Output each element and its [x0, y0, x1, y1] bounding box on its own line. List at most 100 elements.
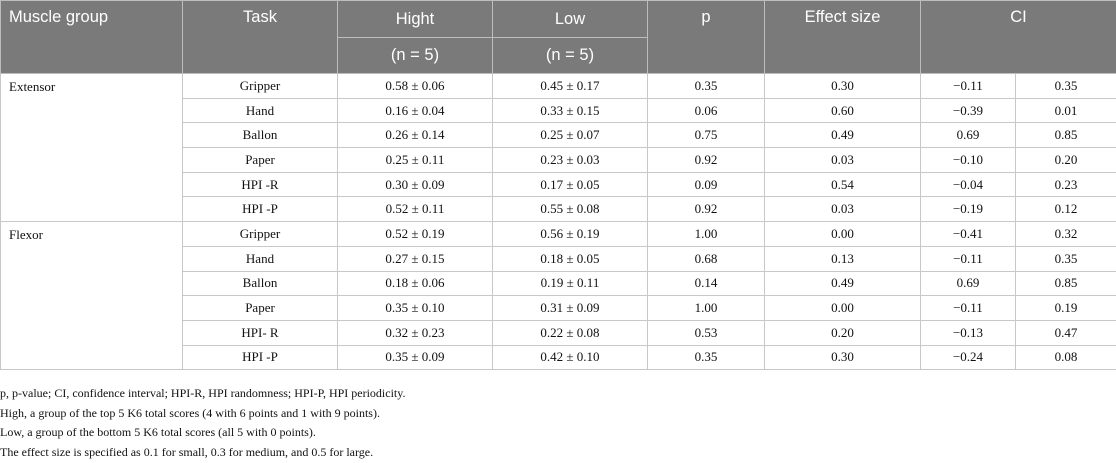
cell-ci-upper: 0.32	[1015, 221, 1116, 247]
cell-task: Paper	[182, 295, 338, 321]
cell-muscle-group: Extensor	[0, 72, 183, 223]
results-table: Muscle group Task Hight Low p Effect siz…	[0, 0, 1116, 371]
table-row: HPI- R 0.32 ± 0.23 0.22 ± 0.08 0.53 0.20 −0.1…	[1, 320, 1116, 346]
cell-ci-lower: −0.39	[920, 98, 1016, 124]
cell-ci-lower: −0.19	[920, 196, 1016, 223]
cell-ci-upper: 0.12	[1015, 196, 1116, 223]
table-row: Paper 0.35 ± 0.10 0.31 ± 0.09 1.00 0.00 −0.11…	[1, 295, 1116, 321]
cell-ci-upper: 0.85	[1015, 122, 1116, 149]
table-header: Muscle group Task Hight Low p Effect siz…	[0, 0, 1116, 74]
header-task: Task	[182, 0, 338, 74]
cell-high: 0.35 ± 0.09	[337, 345, 493, 371]
header-muscle-group: Muscle group	[0, 0, 183, 74]
cell-p: 1.00	[647, 295, 765, 321]
table-row: Hand 0.27 ± 0.15 0.18 ± 0.05 0.68 0.13 −0.11 0…	[1, 246, 1116, 272]
header-low: Low	[492, 0, 648, 38]
cell-task: HPI- R	[182, 320, 338, 346]
cell-ci-upper: 0.01	[1015, 98, 1116, 124]
footnote: p, p-value; CI, confidence interval; HPI…	[0, 386, 406, 400]
table-row: Ballon 0.26 ± 0.14 0.25 ± 0.07 0.75 0.49 0.69…	[1, 122, 1116, 149]
cell-low: 0.56 ± 0.19	[492, 221, 648, 247]
cell-ci-lower: −0.41	[920, 221, 1016, 247]
cell-task: Gripper	[182, 73, 338, 99]
cell-ci-upper: 0.35	[1015, 246, 1116, 272]
cell-effect-size: 0.03	[764, 196, 921, 223]
table-row: Extensor Gripper 0.58 ± 0.06 0.45 ± 0.17 0.3…	[0, 72, 1116, 223]
cell-ci-upper: 0.23	[1015, 172, 1116, 198]
cell-ci-lower: −0.11	[920, 246, 1016, 272]
header-p: p	[647, 0, 765, 74]
cell-effect-size: 0.30	[764, 345, 921, 371]
cell-effect-size: 0.00	[764, 221, 921, 247]
header-high: Hight	[337, 0, 493, 38]
cell-effect-size: 0.60	[764, 98, 921, 124]
cell-task: Paper	[182, 147, 338, 173]
cell-p: 0.14	[647, 271, 765, 297]
cell-ci-upper: 0.20	[1015, 147, 1116, 173]
cell-ci-lower: −0.04	[920, 172, 1016, 198]
cell-effect-size: 0.49	[764, 271, 921, 297]
cell-effect-size: 0.49	[764, 122, 921, 149]
cell-effect-size: 0.13	[764, 246, 921, 272]
cell-high: 0.16 ± 0.04	[337, 98, 493, 124]
cell-p: 0.68	[647, 246, 765, 272]
cell-p: 0.35	[647, 73, 765, 99]
cell-effect-size: 0.03	[764, 147, 921, 173]
cell-task: Ballon	[182, 271, 338, 297]
header-effect-size: Effect size	[764, 0, 921, 74]
cell-effect-size: 0.20	[764, 320, 921, 346]
footnote: Low, a group of the bottom 5 K6 total sc…	[0, 425, 316, 439]
cell-p: 0.75	[647, 122, 765, 149]
cell-high: 0.32 ± 0.23	[337, 320, 493, 346]
cell-ci-upper: 0.35	[1015, 73, 1116, 99]
table-row: HPI -R 0.30 ± 0.09 0.17 ± 0.05 0.09 0.54 −0.0…	[1, 172, 1116, 198]
cell-high: 0.52 ± 0.11	[337, 196, 493, 223]
cell-high: 0.30 ± 0.09	[337, 172, 493, 198]
table-footnotes: p, p-value; CI, confidence interval; HPI…	[0, 384, 405, 462]
cell-ci-lower: 0.69	[920, 271, 1016, 297]
cell-high: 0.58 ± 0.06	[337, 73, 493, 99]
footnote: High, a group of the top 5 K6 total scor…	[0, 405, 380, 420]
cell-low: 0.18 ± 0.05	[492, 246, 648, 272]
cell-low: 0.55 ± 0.08	[492, 196, 648, 223]
cell-task: Hand	[182, 246, 338, 272]
cell-low: 0.42 ± 0.10	[492, 345, 648, 371]
footnote: The effect size is specified as 0.1 for …	[0, 444, 374, 459]
cell-low: 0.25 ± 0.07	[492, 122, 648, 149]
header-low-n: (n = 5)	[492, 37, 648, 74]
cell-muscle-group: Flexor	[0, 221, 183, 371]
cell-low: 0.17 ± 0.05	[492, 172, 648, 198]
cell-ci-lower: −0.13	[920, 320, 1016, 346]
table-row: Hand 0.16 ± 0.04 0.33 ± 0.15 0.06 0.60 −0.39 0…	[1, 98, 1116, 124]
cell-effect-size: 0.00	[764, 295, 921, 321]
cell-effect-size: 0.54	[764, 172, 921, 198]
cell-ci-upper: 0.08	[1015, 345, 1116, 371]
cell-task: Hand	[182, 98, 338, 124]
cell-high: 0.35 ± 0.10	[337, 295, 493, 321]
cell-task: Gripper	[182, 221, 338, 247]
cell-p: 1.00	[647, 221, 765, 247]
cell-ci-lower: −0.11	[920, 73, 1016, 99]
cell-task: HPI -R	[182, 172, 338, 198]
cell-ci-lower: −0.10	[920, 147, 1016, 173]
header-ci: CI	[920, 0, 1116, 74]
cell-effect-size: 0.30	[764, 73, 921, 99]
cell-p: 0.53	[647, 320, 765, 346]
cell-p: 0.09	[647, 172, 765, 198]
cell-low: 0.22 ± 0.08	[492, 320, 648, 346]
cell-p: 0.35	[647, 345, 765, 371]
cell-ci-lower: 0.69	[920, 122, 1016, 149]
cell-high: 0.25 ± 0.11	[337, 147, 493, 173]
cell-ci-upper: 0.85	[1015, 271, 1116, 297]
cell-high: 0.26 ± 0.14	[337, 122, 493, 149]
cell-ci-lower: −0.11	[920, 295, 1016, 321]
table-body: Extensor Gripper 0.58 ± 0.06 0.45 ± 0.17 0.3…	[0, 72, 1116, 371]
cell-low: 0.33 ± 0.15	[492, 98, 648, 124]
cell-low: 0.31 ± 0.09	[492, 295, 648, 321]
cell-low: 0.45 ± 0.17	[492, 73, 648, 99]
cell-low: 0.19 ± 0.11	[492, 271, 648, 297]
cell-p: 0.92	[647, 147, 765, 173]
cell-ci-upper: 0.19	[1015, 295, 1116, 321]
cell-task: HPI -P	[182, 196, 338, 223]
